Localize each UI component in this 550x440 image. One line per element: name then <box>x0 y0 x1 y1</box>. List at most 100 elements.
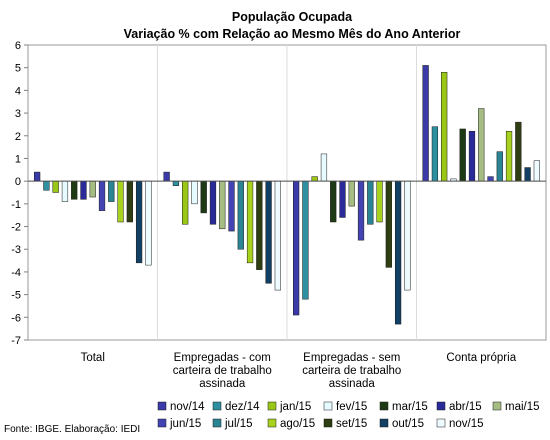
y-tick-label: 6 <box>15 40 21 52</box>
bar <box>52 180 59 193</box>
y-tick-label: -1 <box>11 199 21 211</box>
y-tick-label: -5 <box>11 290 21 302</box>
category-label: Empregadas - sem carteira de trabalho assi… <box>302 352 401 390</box>
bar <box>274 180 281 291</box>
category-label: Total <box>81 352 105 364</box>
bar <box>228 180 235 232</box>
bar <box>145 180 152 266</box>
legend-label: fev/15 <box>336 401 367 413</box>
bar <box>459 128 466 182</box>
y-tick-label: 0 <box>15 176 21 188</box>
y-tick-label: -7 <box>11 335 21 347</box>
bar <box>61 180 69 202</box>
bar <box>422 65 429 182</box>
bar <box>256 180 263 270</box>
category-label: Conta própria <box>446 352 516 364</box>
bar <box>533 160 540 182</box>
legend-label: out/15 <box>392 418 424 430</box>
y-tick-label: -3 <box>11 244 21 256</box>
legend-swatch <box>157 401 167 411</box>
bar <box>496 151 503 182</box>
legend-label: jan/15 <box>279 401 311 413</box>
bar <box>515 121 522 182</box>
bar <box>43 180 50 191</box>
bar <box>126 180 133 223</box>
bar <box>505 130 513 182</box>
legend-swatch <box>323 401 333 411</box>
bar <box>487 176 494 182</box>
source-note: Fonte: IBGE. Elaboração: IEDI <box>4 424 140 435</box>
bar <box>219 180 226 230</box>
bar <box>200 180 207 214</box>
bar <box>478 108 485 182</box>
legend-swatch <box>436 401 446 411</box>
bar <box>108 180 115 202</box>
legend-label: jul/15 <box>224 418 253 430</box>
y-tick-label: -2 <box>11 222 21 234</box>
bar <box>135 180 143 264</box>
legend-label: jun/15 <box>169 418 201 430</box>
bar <box>98 180 106 211</box>
legend-label: mai/15 <box>505 401 540 413</box>
bar <box>182 180 189 225</box>
legend-swatch <box>436 418 446 428</box>
bar <box>172 180 180 186</box>
bar <box>330 180 337 223</box>
bar <box>237 180 244 250</box>
bar <box>80 180 87 200</box>
bar <box>524 167 531 182</box>
legend-swatch <box>267 418 277 428</box>
chart-title: População Ocupada <box>232 10 353 24</box>
bar <box>320 153 328 182</box>
legend-swatch <box>157 418 167 428</box>
y-tick-label: 2 <box>15 131 21 143</box>
y-tick-label: 3 <box>15 108 21 120</box>
bar <box>311 176 318 182</box>
legend-label: set/15 <box>336 418 367 430</box>
legend-swatch <box>267 401 277 411</box>
legend: nov/14 dez/14 jan/15 fev/15 mar/15 abr/15 mai/… <box>157 401 540 430</box>
bar <box>34 171 41 182</box>
legend-swatch <box>323 418 333 428</box>
y-tick-label: 1 <box>15 153 21 165</box>
bar <box>385 180 392 268</box>
bar <box>246 180 254 264</box>
bar <box>394 180 402 325</box>
legend-label: ago/15 <box>280 418 315 430</box>
bar <box>117 180 124 223</box>
bar <box>348 180 355 207</box>
bar <box>302 180 309 300</box>
bar <box>404 180 411 291</box>
bar <box>209 180 217 225</box>
bar <box>376 180 383 223</box>
y-tick-label: -4 <box>11 267 21 279</box>
category-label: Empregadas - com carteira de trabalho assi… <box>173 352 272 390</box>
bar <box>163 171 170 182</box>
legend-swatch <box>379 418 389 428</box>
y-tick-label: -6 <box>11 312 21 324</box>
bar <box>339 180 346 218</box>
legend-swatch <box>492 401 502 411</box>
plot-area: -7 -6 -5 -4 -3 -2 -1 0 1 2 3 4 5 6 Total Empregadas - c… <box>11 40 547 390</box>
legend-swatch <box>212 418 222 428</box>
bar <box>89 180 96 198</box>
legend-label: nov/14 <box>170 401 205 413</box>
bar <box>191 180 198 205</box>
bar <box>431 126 439 182</box>
chart-subtitle: Variação % com Relação ao Mesmo Mês do A… <box>124 27 461 41</box>
y-tick-label: 4 <box>15 85 21 97</box>
bar <box>71 180 78 200</box>
bar <box>293 180 300 316</box>
y-tick-label: 5 <box>15 63 21 75</box>
legend-label: nov/15 <box>449 418 484 430</box>
bar <box>441 71 448 182</box>
legend-swatch <box>212 401 222 411</box>
legend-label: dez/14 <box>225 401 260 413</box>
legend-swatch <box>379 401 389 411</box>
bar <box>367 180 374 225</box>
bar <box>357 180 365 241</box>
legend-label: mar/15 <box>392 401 428 413</box>
bar <box>468 130 476 182</box>
bar <box>265 180 272 284</box>
